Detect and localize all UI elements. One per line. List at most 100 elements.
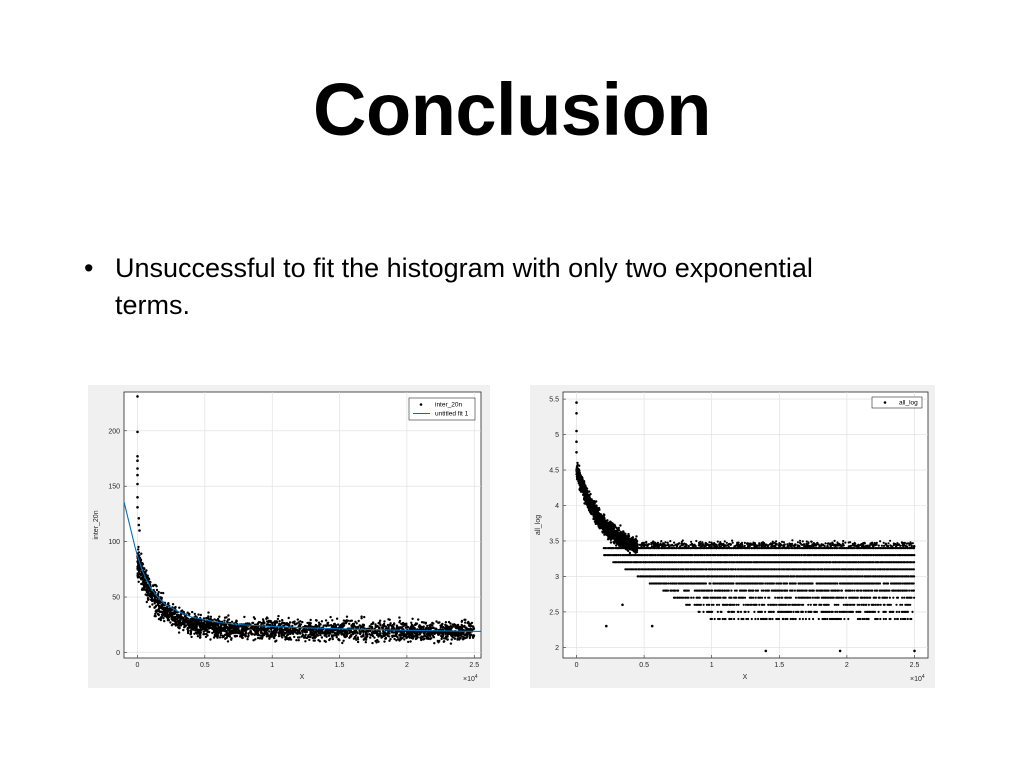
data-point [879,603,882,606]
data-point [696,589,699,592]
data-point [621,537,624,540]
data-point [164,613,167,616]
data-point [782,617,785,621]
data-point [382,632,385,635]
data-point [398,619,402,623]
data-point [833,603,836,606]
data-point [761,582,764,585]
data-point [576,461,579,465]
data-point [608,535,612,538]
data-point [912,589,915,592]
data-point [593,514,596,517]
data-point [139,577,143,580]
data-point [187,626,191,629]
data-point [346,619,350,622]
data-point [306,621,309,625]
data-point [877,603,880,606]
data-point [296,630,299,633]
data-point [591,512,595,516]
data-point [428,624,431,627]
data-point [198,636,202,639]
data-point [350,624,353,628]
data-point [186,629,190,632]
data-point [213,628,216,632]
data-point [179,618,182,622]
data-point [303,635,306,639]
data-point [584,490,587,493]
data-point [333,634,336,637]
data-point [355,622,358,625]
data-point [772,582,775,585]
legend-entry-fit: untitled fit 1 [435,411,469,418]
data-point [345,615,349,618]
data-point [362,633,365,637]
data-point [747,610,750,613]
data-point [189,630,193,633]
data-point [693,603,696,606]
data-point [673,582,676,585]
data-point [753,610,756,613]
data-point [466,621,469,625]
data-point [286,629,289,632]
data-point [408,636,411,639]
legend-entry-points: inter_20n [435,402,462,409]
data-point [157,613,160,617]
bullet-item: Unsuccessful to fit the histogram with o… [84,250,844,324]
data-point [635,535,638,538]
data-point [844,610,848,613]
data-point [874,603,877,606]
data-point [317,621,321,624]
data-point [182,622,185,625]
data-point [227,614,230,617]
data-point [200,628,203,632]
data-point [688,603,691,606]
data-point [198,630,202,633]
data-point [444,632,447,636]
data-point [291,630,294,634]
data-point [583,502,586,505]
data-point [218,626,221,630]
data-point [307,625,310,628]
data-point [234,621,238,624]
data-point [353,624,356,628]
data-point [438,639,441,643]
data-point [812,617,815,621]
data-point [278,628,281,631]
data-point [260,622,264,625]
data-point [142,580,145,583]
data-point [241,631,244,635]
data-point [786,589,789,592]
data-point [778,596,781,599]
data-point [357,619,360,623]
data-point [283,631,286,635]
data-point [690,596,693,599]
data-point [398,626,401,629]
data-point [166,619,170,622]
data-point [899,603,902,606]
data-point [613,542,616,545]
data-point [356,636,359,639]
data-point [468,636,472,640]
data-point [863,617,866,621]
data-point [215,635,219,638]
data-point [202,627,205,631]
data-point [839,617,843,621]
data-point [356,626,359,629]
data-point [660,582,664,585]
data-point [776,596,779,599]
data-point [148,592,152,595]
data-point [229,626,233,629]
data-point [325,635,328,638]
data-point [886,596,889,599]
data-point [207,611,210,614]
x-tick-label: 0.5 [200,662,210,669]
data-point [775,617,778,621]
data-point [872,603,875,606]
data-point [354,630,357,633]
data-point [432,631,435,635]
data-point [847,617,850,621]
data-point [617,526,620,530]
data-point [597,512,600,516]
data-point [287,616,290,620]
data-point [737,610,740,613]
